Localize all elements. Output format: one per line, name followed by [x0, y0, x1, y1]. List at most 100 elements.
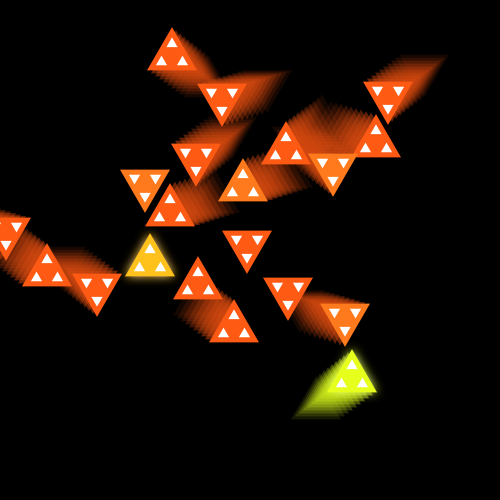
sierpinski-triangle-tile — [327, 349, 377, 393]
tile-inner-triangle — [337, 158, 350, 169]
tile-inner-triangle — [41, 253, 53, 264]
tile-inner-triangle — [101, 278, 114, 289]
tile-inner-triangle — [30, 271, 43, 282]
trail-copy — [311, 102, 361, 146]
tile-inner-triangle — [153, 211, 166, 222]
tile-inner-triangle — [128, 174, 141, 185]
tile-inner-triangle — [176, 55, 189, 66]
tile-inner-triangle — [327, 176, 339, 187]
trail-copy — [175, 48, 225, 92]
tile-inner-triangle — [217, 327, 230, 338]
tile-inner-triangle — [216, 106, 228, 117]
tile-inner-triangle — [241, 253, 253, 264]
sierpinski-triangle-tile — [222, 230, 272, 274]
trail-copy — [185, 171, 235, 215]
tile-inner-triangle — [269, 149, 282, 160]
tile-inner-triangle — [155, 55, 168, 66]
tile-inner-triangle — [237, 168, 249, 179]
tile-inner-triangle — [205, 88, 218, 99]
trail-copy — [258, 146, 308, 190]
sierpinski-triangle-tile — [320, 303, 370, 347]
trail-copy — [263, 144, 313, 188]
sierpinski-triangle-tile — [120, 169, 170, 213]
sierpinski-triangle-tile — [173, 256, 223, 300]
tile-inner-triangle — [80, 278, 93, 289]
tile-inner-triangle — [371, 86, 384, 97]
tile-inner-triangle — [190, 166, 202, 177]
trail-copy — [207, 116, 257, 160]
tile-inner-triangle — [164, 193, 176, 204]
trail-copy — [180, 172, 230, 216]
tile-inner-triangle — [0, 222, 2, 225]
tile-inner-triangle — [282, 300, 294, 311]
sierpinski-triangle-tile — [261, 121, 311, 165]
tile-inner-triangle — [166, 37, 178, 48]
tile-inner-triangle — [359, 142, 372, 153]
trail-copy — [299, 370, 349, 414]
tile-inner-triangle — [316, 158, 329, 169]
tile-inner-triangle — [346, 359, 358, 370]
sierpinski-triangle-tile — [263, 277, 313, 321]
tile-inner-triangle — [251, 235, 264, 246]
trail-copy — [253, 147, 303, 191]
sierpinski-triangle-tile — [308, 153, 358, 197]
sierpinski-triangle-tile — [147, 27, 197, 71]
tile-inner-triangle — [380, 142, 393, 153]
tile-inner-triangle — [228, 309, 240, 320]
tile-inner-triangle — [290, 149, 303, 160]
tile-inner-triangle — [154, 261, 167, 272]
triangle-tiles — [0, 27, 413, 393]
trail-copy — [289, 100, 339, 144]
tile-inner-triangle — [192, 266, 204, 277]
tile-inner-triangle — [328, 308, 341, 319]
trail-copy — [0, 208, 1, 211]
tile-inner-triangle — [202, 284, 215, 295]
trail-copy — [399, 54, 449, 98]
tile-inner-triangle — [91, 296, 103, 307]
tile-inner-triangle — [230, 235, 243, 246]
trail-copy — [391, 60, 441, 104]
tile-inner-triangle — [181, 284, 194, 295]
tile-inner-triangle — [149, 174, 162, 185]
sierpinski-triangle-tile — [72, 273, 122, 317]
tile-inner-triangle — [200, 148, 213, 159]
tile-inner-triangle — [335, 377, 348, 388]
trail-copy — [242, 70, 292, 114]
tile-inner-triangle — [0, 240, 12, 251]
trail-copy — [0, 222, 44, 266]
sierpinski-triangle-tile — [197, 83, 247, 127]
sierpinski-triangle-tile — [351, 114, 401, 158]
tile-inner-triangle — [10, 222, 23, 233]
trail-copy — [190, 169, 240, 213]
tile-inner-triangle — [238, 327, 251, 338]
trail-copy — [316, 103, 366, 147]
tile-inner-triangle — [356, 377, 369, 388]
tile-inner-triangle — [226, 186, 239, 197]
sierpinski-triangle-tile — [145, 183, 195, 227]
tile-inner-triangle — [271, 282, 284, 293]
trail-copy — [199, 122, 249, 166]
sierpinski-triangle-tile — [209, 299, 259, 343]
tile-inner-triangle — [226, 88, 239, 99]
tile-inner-triangle — [51, 271, 64, 282]
sierpinski-triangle-tile — [171, 143, 221, 187]
trail-copy — [295, 373, 345, 417]
sierpinski-triangle-tile — [363, 81, 413, 125]
tile-inner-triangle — [392, 86, 405, 97]
trail-copy — [395, 57, 445, 101]
tile-inner-triangle — [339, 326, 351, 337]
tile-inner-triangle — [179, 148, 192, 159]
tile-inner-triangle — [247, 186, 260, 197]
sierpinski-triangle-tile — [0, 217, 31, 261]
trail-copy — [306, 100, 356, 144]
trail-copy — [293, 97, 343, 141]
tile-inner-triangle — [139, 192, 151, 203]
tile-inner-triangle — [349, 308, 362, 319]
trail-copy — [297, 94, 347, 138]
sierpinski-triangle-tile — [22, 243, 72, 287]
tile-inner-triangle — [133, 261, 146, 272]
tile-inner-triangle — [174, 211, 187, 222]
trail-copy — [181, 278, 231, 322]
sierpinski-triangle-tile — [218, 158, 268, 202]
